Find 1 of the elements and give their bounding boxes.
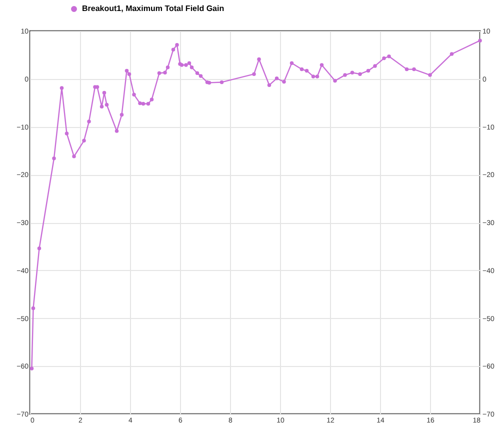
legend-label: Breakout1, Maximum Total Field Gain xyxy=(82,4,224,13)
